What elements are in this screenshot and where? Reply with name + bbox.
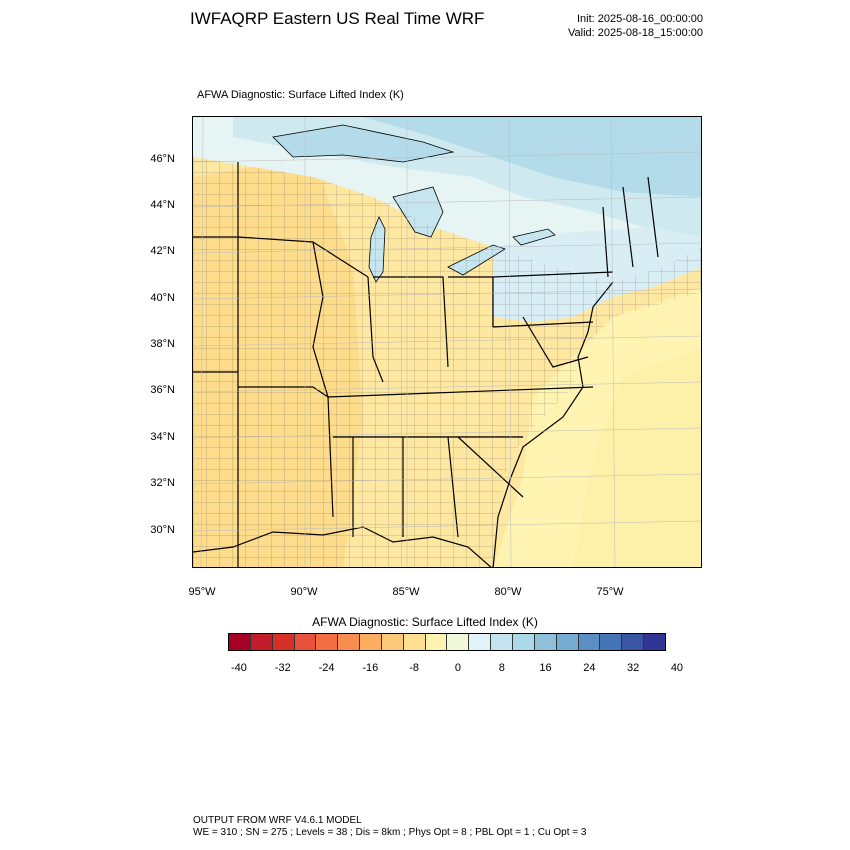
colorbar-swatch	[556, 634, 579, 650]
footer-config-line: WE = 310 ; SN = 275 ; Levels = 38 ; Dis …	[193, 827, 587, 838]
colorbar-swatch	[229, 634, 251, 650]
lon-label-80w: 80°W	[494, 586, 522, 598]
lat-label-42n: 42°N	[150, 245, 175, 257]
lon-label-95w: 95°W	[188, 586, 216, 598]
field-north-blue	[363, 117, 701, 197]
map-subtitle: AFWA Diagnostic: Surface Lifted Index (K…	[197, 89, 404, 101]
colorbar-tick-label: -32	[274, 662, 291, 674]
lat-label-34n: 34°N	[150, 431, 175, 443]
gulf-coastline	[193, 526, 492, 567]
colorbar-swatch	[403, 634, 426, 650]
init-time: Init: 2025-08-16_00:00:00	[577, 13, 703, 25]
valid-time: Valid: 2025-08-18_15:00:00	[568, 27, 703, 39]
colorbar-swatch	[360, 634, 382, 650]
colorbar-swatch	[600, 634, 623, 650]
state-borders	[193, 162, 659, 567]
lat-label-30n: 30°N	[150, 524, 175, 536]
colorbar-swatch	[316, 634, 339, 650]
colorbar	[228, 633, 666, 651]
colorbar-swatch	[294, 634, 317, 650]
colorbar-tick-label: -40	[230, 662, 247, 674]
lat-label-36n: 36°N	[150, 384, 175, 396]
colorbar-tick-label: 16	[539, 662, 552, 674]
colorbar-swatch	[512, 634, 535, 650]
colorbar-swatch	[250, 634, 273, 650]
lon-label-90w: 90°W	[290, 586, 318, 598]
lon-label-85w: 85°W	[392, 586, 420, 598]
ocean-field-inner	[573, 347, 701, 567]
colorbar-swatch	[425, 634, 448, 650]
lat-label-46n: 46°N	[150, 153, 175, 165]
colorbar-tick-label: -16	[362, 662, 379, 674]
colorbar-swatch	[578, 634, 601, 650]
lifted-index-map	[193, 117, 701, 567]
county-lines	[193, 157, 701, 567]
colorbar-tick-label: 40	[670, 662, 684, 674]
graticule	[193, 117, 701, 567]
colorbar-swatch	[338, 634, 361, 650]
colorbar-swatch	[622, 634, 645, 650]
colorbar-tick-label: 32	[627, 662, 640, 674]
colorbar-tick-label: -8	[409, 662, 420, 674]
colorbar-swatch	[644, 634, 665, 650]
colorbar-swatch	[381, 634, 404, 650]
lake-superior	[272, 124, 455, 163]
colorbar-tick-label: 24	[583, 662, 596, 674]
lon-label-75w: 75°W	[596, 586, 624, 598]
run-info: Init: 2025-08-16_00:00:00 Valid: 2025-08…	[568, 12, 703, 40]
lake-ontario	[512, 228, 556, 246]
colorbar-swatch	[534, 634, 557, 650]
colorbar-title: AFWA Diagnostic: Surface Lifted Index (K…	[312, 615, 538, 629]
page-title: IWFAQRP Eastern US Real Time WRF	[190, 9, 485, 28]
lat-label-44n: 44°N	[150, 199, 175, 211]
lat-label-40n: 40°N	[150, 292, 175, 304]
colorbar-tick-label: 8	[498, 662, 505, 674]
footer-model-line: OUTPUT FROM WRF V4.6.1 MODEL	[193, 815, 362, 826]
lat-label-32n: 32°N	[150, 477, 175, 489]
map-panel	[192, 116, 702, 568]
colorbar-swatch	[491, 634, 513, 650]
colorbar-swatch	[272, 634, 295, 650]
east-coastline	[492, 281, 614, 567]
colorbar-swatch	[447, 634, 470, 650]
model-footer: OUTPUT FROM WRF V4.6.1 MODEL WE = 310 ; …	[193, 815, 586, 839]
colorbar-tick-label: -24	[318, 662, 335, 674]
lat-label-38n: 38°N	[150, 338, 175, 350]
colorbar-tick-label: 0	[454, 662, 461, 674]
colorbar-swatch	[469, 634, 492, 650]
